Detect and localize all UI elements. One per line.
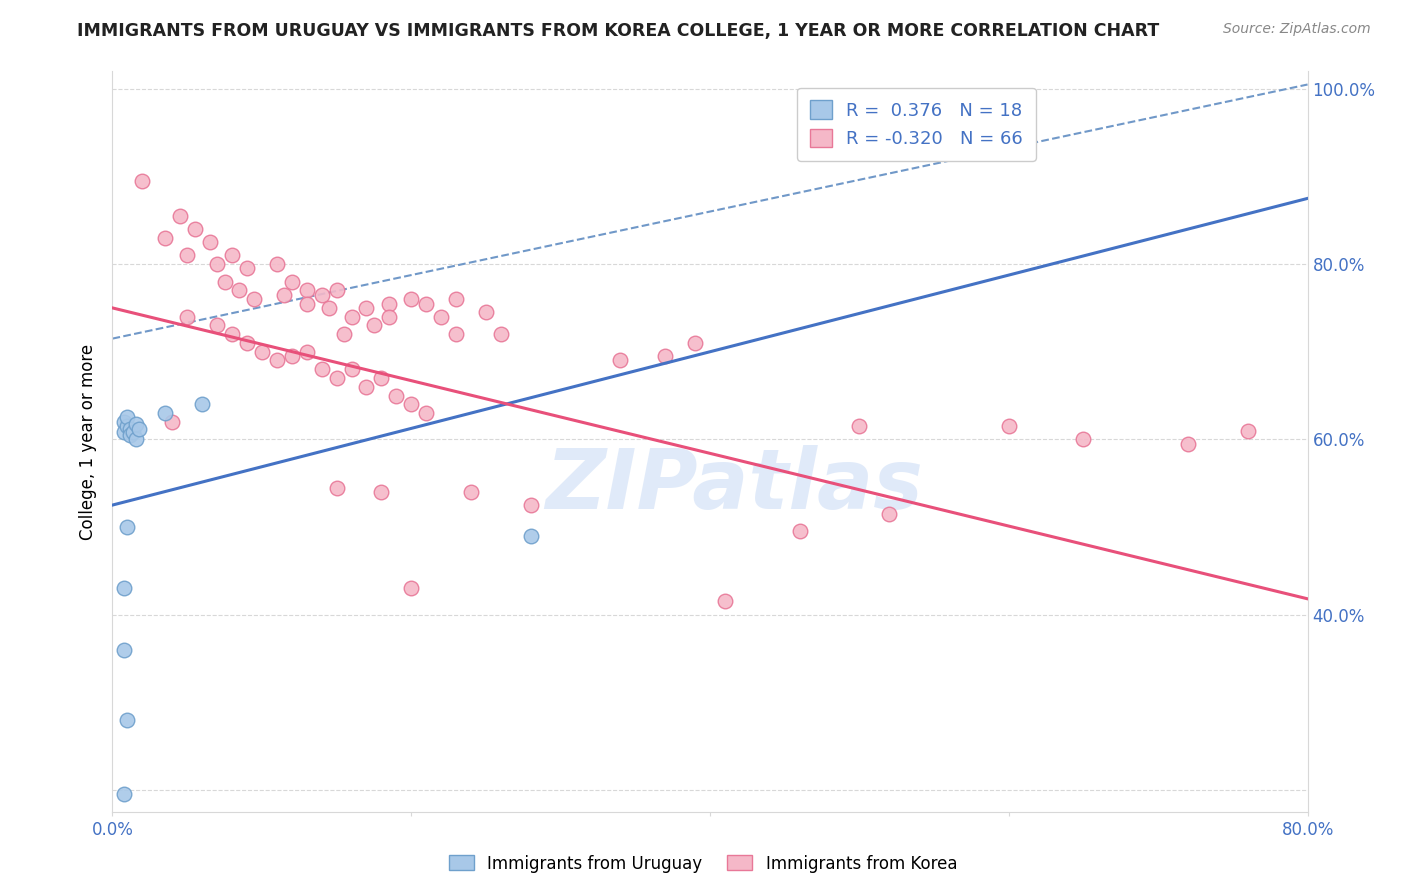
Point (378, 310, 401, 324)
Point (1177, 436, 1199, 450)
Point (191, 397, 214, 411)
Legend: Immigrants from Uruguay, Immigrants from Korea: Immigrants from Uruguay, Immigrants from… (443, 848, 963, 880)
Point (281, 349, 304, 363)
Point (228, 284, 250, 298)
Point (236, 261, 259, 276)
Point (153, 231, 176, 245)
Point (475, 305, 498, 319)
Point (385, 388, 408, 402)
Point (117, 419, 139, 434)
Point (401, 292, 423, 306)
Point (609, 353, 631, 368)
Point (520, 498, 543, 512)
Point (176, 310, 198, 324)
Point (1237, 424, 1260, 438)
Point (444, 292, 467, 306)
Point (311, 287, 333, 301)
Text: ZIPatlas: ZIPatlas (546, 445, 922, 526)
Point (325, 284, 347, 298)
Point (520, 529, 543, 543)
Point (363, 318, 385, 333)
Point (236, 335, 259, 350)
Legend: R =  0.376   N = 18, R = -0.320   N = 66: R = 0.376 N = 18, R = -0.320 N = 66 (797, 87, 1036, 161)
Point (1073, 433, 1095, 447)
Point (401, 397, 423, 411)
Y-axis label: College, 1 year or more: College, 1 year or more (79, 343, 97, 540)
Point (311, 362, 333, 376)
Point (444, 327, 467, 342)
Point (221, 327, 243, 342)
Point (117, 520, 139, 534)
Point (654, 349, 676, 363)
Point (125, 417, 148, 431)
Point (714, 594, 737, 608)
Point (295, 284, 318, 298)
Point (378, 296, 401, 310)
Point (122, 425, 145, 440)
Point (370, 371, 392, 385)
Point (243, 292, 266, 306)
Point (183, 222, 205, 236)
Point (117, 410, 139, 425)
Point (250, 344, 273, 359)
Point (221, 248, 243, 262)
Point (340, 310, 363, 324)
Point (281, 275, 304, 289)
Point (683, 335, 706, 350)
Point (370, 484, 392, 499)
Point (340, 362, 363, 376)
Point (117, 713, 139, 727)
Point (295, 296, 318, 310)
Point (325, 371, 347, 385)
Point (333, 327, 356, 342)
Point (415, 296, 437, 310)
Point (489, 327, 512, 342)
Point (273, 287, 295, 301)
Point (153, 406, 176, 420)
Point (198, 235, 221, 250)
Point (356, 301, 378, 315)
Point (131, 174, 153, 188)
Point (430, 310, 453, 324)
Point (415, 406, 437, 420)
Point (789, 524, 811, 539)
Point (214, 275, 236, 289)
Point (318, 301, 340, 315)
Point (162, 415, 183, 429)
Point (848, 419, 870, 434)
Point (295, 344, 318, 359)
Point (128, 422, 150, 436)
Point (266, 257, 288, 271)
Point (205, 318, 228, 333)
Point (125, 433, 148, 447)
Point (114, 425, 135, 440)
Point (266, 353, 288, 368)
Point (460, 484, 482, 499)
Text: IMMIGRANTS FROM URUGUAY VS IMMIGRANTS FROM KOREA COLLEGE, 1 YEAR OR MORE CORRELA: IMMIGRANTS FROM URUGUAY VS IMMIGRANTS FR… (77, 22, 1160, 40)
Point (356, 380, 378, 394)
Text: Source: ZipAtlas.com: Source: ZipAtlas.com (1223, 22, 1371, 37)
Point (401, 582, 423, 596)
Point (114, 582, 135, 596)
Point (325, 481, 347, 495)
Point (205, 257, 228, 271)
Point (998, 419, 1021, 434)
Point (114, 787, 135, 801)
Point (120, 428, 142, 442)
Point (169, 209, 191, 223)
Point (120, 422, 142, 436)
Point (176, 248, 198, 262)
Point (879, 507, 901, 521)
Point (114, 415, 135, 429)
Point (114, 642, 135, 657)
